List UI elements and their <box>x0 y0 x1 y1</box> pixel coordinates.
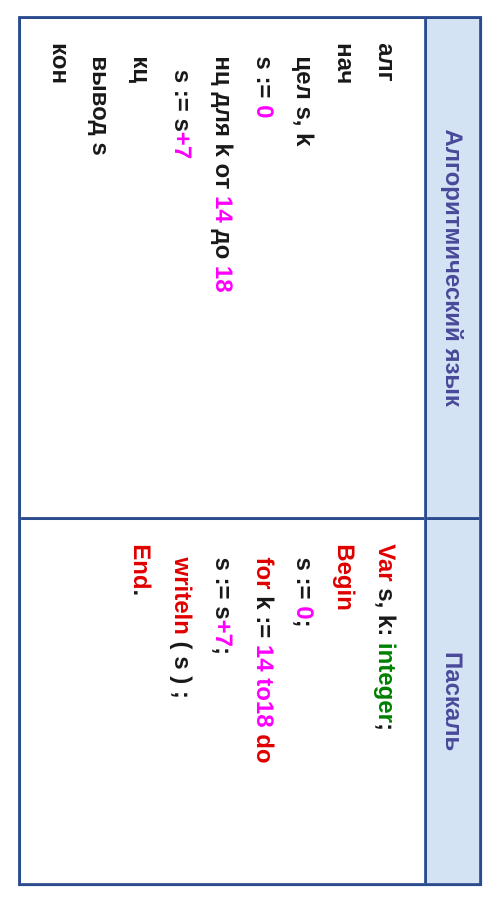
code-token: writeln <box>169 544 196 635</box>
code-token: +7 <box>210 619 237 646</box>
code-line: writeln ( s ) ; <box>161 544 202 859</box>
code-token: ( s ) ; <box>169 635 196 699</box>
code-token: +7 <box>169 132 196 159</box>
comparison-table: Алгоритмический язык Паскаль алгнач цел … <box>18 16 482 886</box>
pascal-code: Var s, k: integer;Begin s := 0; for k :=… <box>21 520 424 883</box>
code-token: до <box>210 223 237 266</box>
body-row: алгнач цел s, k s := 0 нц для k от 14 до… <box>21 19 424 883</box>
code-line: нц для k от 14 до 18 <box>202 43 243 493</box>
code-token: кц <box>128 43 155 83</box>
header-algorithmic: Алгоритмический язык <box>427 19 479 520</box>
code-line: s := 0 <box>243 43 284 493</box>
algorithmic-code: алгнач цел s, k s := 0 нц для k от 14 до… <box>21 19 424 520</box>
code-line: s := s+7 <box>161 43 202 493</box>
code-token: integer <box>373 643 400 723</box>
code-line: алг <box>365 43 406 493</box>
code-token: вывод s <box>88 43 115 156</box>
code-token: ; <box>291 619 318 627</box>
rotated-container: Алгоритмический язык Паскаль алгнач цел … <box>18 16 482 886</box>
code-token: End <box>128 544 155 589</box>
code-line: End. <box>121 544 162 859</box>
code-token: s := s <box>210 544 237 619</box>
code-line: вывод s <box>80 43 121 493</box>
code-token: 18 <box>210 266 237 293</box>
code-token: Var <box>373 544 400 581</box>
code-token: for <box>251 544 278 589</box>
code-token: нач <box>332 43 359 84</box>
code-token: do <box>251 728 278 764</box>
code-line: for k := 14 to18 do <box>243 544 284 859</box>
header-row: Алгоритмический язык Паскаль <box>424 19 479 883</box>
code-token: ; <box>373 723 400 731</box>
code-token: нц для k от <box>210 43 237 196</box>
code-token: k := <box>251 589 278 644</box>
code-token: 0 <box>251 105 278 118</box>
code-line: s := s+7; <box>202 544 243 859</box>
code-line: кц <box>121 43 162 493</box>
code-token: . <box>128 589 155 596</box>
header-pascal: Паскаль <box>427 520 479 883</box>
code-token: ; <box>210 647 237 655</box>
code-token: 14 to18 <box>251 645 278 728</box>
code-token: s := <box>291 544 318 606</box>
code-line: s := 0; <box>284 544 325 859</box>
code-token: 14 <box>210 196 237 223</box>
code-token: Begin <box>332 544 359 611</box>
code-token: s := s <box>169 43 196 132</box>
code-token: алг <box>373 43 400 82</box>
code-token: s, k: <box>373 581 400 642</box>
code-line: кон <box>39 43 80 493</box>
code-token: 0 <box>291 606 318 619</box>
code-line: Var s, k: integer; <box>365 544 406 859</box>
code-token: s := <box>251 43 278 105</box>
code-line: Begin <box>324 544 365 859</box>
code-token: кон <box>47 43 74 84</box>
code-line: нач <box>324 43 365 493</box>
code-line: цел s, k <box>284 43 325 493</box>
code-token: цел s, k <box>291 43 318 146</box>
